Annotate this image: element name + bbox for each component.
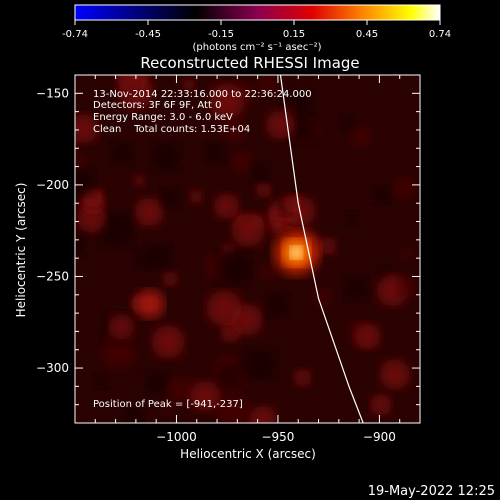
texture-blob (182, 77, 196, 92)
texture-blob (145, 243, 172, 270)
texture-blob (209, 83, 245, 119)
annotation-time-range: 13-Nov-2014 22:33:16.000 to 22:36:24.000 (93, 89, 312, 100)
plot-frame (74, 74, 421, 424)
texture-blob (145, 371, 169, 395)
texture-blob (134, 197, 164, 227)
annotation-method: Clean Total counts: 1.53E+04 (93, 124, 250, 135)
texture-blob (75, 169, 96, 197)
y-tick-label: −150 (36, 86, 69, 100)
image-plot (75, 75, 420, 423)
y-tick-label: −250 (36, 269, 69, 283)
texture-blob (214, 193, 240, 219)
texture-blob (167, 377, 194, 405)
texture-blob (256, 75, 277, 94)
texture-blob (313, 288, 332, 307)
texture-blob (132, 174, 146, 188)
texture-blob (204, 142, 226, 164)
texture-blob (370, 394, 392, 416)
colorbar-units: (photons cm⁻² s⁻¹ asec⁻²) (192, 42, 321, 53)
texture-blob (75, 152, 88, 168)
texture-blob (108, 313, 135, 340)
axes: −1000 −950 −900 −150 −200 −250 −300 (36, 74, 421, 444)
chart-title: Reconstructed RHESSI Image (140, 54, 359, 72)
texture-blob (122, 406, 146, 423)
texture-blob (399, 247, 413, 261)
texture-blob (99, 212, 135, 248)
texture-blob (110, 141, 134, 165)
y-axis-label: Heliocentric Y (arcsec) (14, 183, 28, 318)
annotation-detectors: Detectors: 3F 6F 9F, Att 0 (93, 100, 221, 111)
image-texture (75, 75, 417, 423)
texture-blob (94, 374, 109, 389)
peak-center (290, 246, 303, 259)
texture-blob (255, 182, 272, 198)
texture-blob (244, 347, 277, 381)
annotation-peak: Position of Peak = [-941,-237] (93, 399, 243, 410)
colorbar (74, 4, 441, 21)
x-tick-label: −1000 (156, 430, 197, 444)
texture-blob (288, 114, 317, 143)
texture-blob (259, 264, 275, 280)
texture-blob (354, 323, 381, 350)
texture-blob (396, 276, 417, 298)
annotation-energy: Energy Range: 3.0 - 6.0 keV (93, 112, 233, 123)
x-tick-label: −900 (363, 430, 396, 444)
texture-blob (351, 126, 372, 148)
texture-blob (206, 290, 242, 326)
texture-blob (218, 364, 242, 387)
footer-timestamp: 19-May-2022 12:25 (368, 484, 495, 499)
texture-blob (189, 189, 204, 204)
secondary-source (136, 289, 165, 318)
texture-blob (190, 380, 221, 412)
x-tick-label: −950 (261, 430, 294, 444)
texture-blob (162, 271, 178, 287)
texture-blob (250, 161, 271, 183)
colorbar-tick-label: -0.74 (62, 29, 88, 40)
texture-blob (160, 401, 174, 414)
colorbar-tick-label: 0.74 (429, 29, 451, 40)
texture-blob (151, 325, 185, 359)
x-axis-label: Heliocentric X (arcsec) (180, 447, 316, 461)
texture-blob (372, 185, 391, 204)
texture-blob (344, 211, 359, 226)
texture-blob (215, 250, 250, 285)
colorbar-tick-label: -0.45 (135, 29, 161, 40)
texture-blob (393, 176, 416, 200)
texture-blob (318, 237, 337, 256)
solar-limb-curve (279, 75, 364, 423)
texture-blob (339, 114, 356, 131)
texture-blob (216, 394, 250, 423)
texture-blob (231, 212, 265, 247)
y-tick-label: −200 (36, 178, 69, 192)
colorbar-tick-label: 0.45 (356, 29, 378, 40)
texture-blob (75, 233, 87, 257)
sources (136, 230, 319, 318)
texture-blob (343, 276, 369, 302)
texture-blob (294, 368, 312, 387)
y-tick-label: −300 (36, 361, 69, 375)
texture-blob (249, 405, 277, 423)
texture-blob (265, 293, 290, 317)
texture-blob (222, 117, 247, 142)
texture-blob (116, 75, 149, 93)
texture-blob (75, 114, 98, 144)
texture-blob (266, 110, 295, 140)
colorbar-tick-label: 0.15 (283, 29, 305, 40)
texture-blob (231, 151, 254, 174)
texture-blob (151, 142, 182, 173)
colorbar-ticks: -0.74 -0.45 -0.15 0.15 0.45 0.74 (62, 20, 451, 40)
texture-blob (270, 221, 285, 236)
texture-blob (379, 359, 410, 390)
colorbar-tick-label: -0.15 (208, 29, 234, 40)
texture-blob (160, 187, 181, 208)
